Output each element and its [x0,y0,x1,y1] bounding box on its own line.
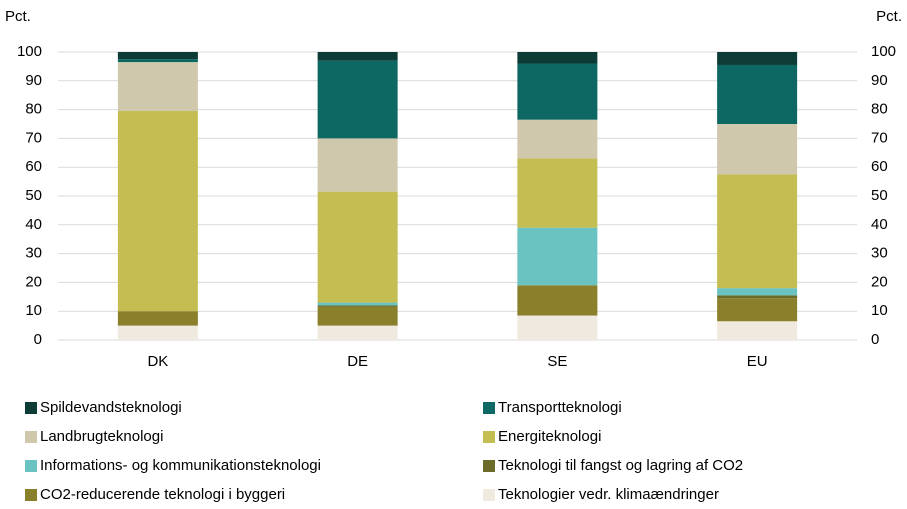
bar-segment [717,124,798,175]
legend-swatch [25,431,37,443]
bar-segment [717,64,798,124]
y2-tick-label: 90 [871,72,888,89]
legend-label: Teknologi til fangst og lagring af CO2 [498,457,743,474]
legend-label: Transportteknologi [498,399,622,416]
x-tick-label: SE [547,353,567,370]
y-tick-label: 30 [25,245,42,262]
y2-tick-label: 0 [871,331,879,348]
y-tick-label: 40 [25,216,42,233]
bar-segment [517,158,598,228]
bar-segment [717,288,798,296]
bar-segment [517,63,598,120]
y-axis-label: Pct. [5,8,31,25]
bar-segment [517,119,598,159]
legend-swatch [483,489,495,501]
y2-tick-label: 10 [871,302,888,319]
y2-tick-label: 100 [871,43,896,60]
bar-segment [317,138,398,192]
legend-swatch [483,402,495,414]
y-tick-label: 70 [25,129,42,146]
bar-segment [717,174,798,289]
y2-tick-label: 50 [871,187,888,204]
legend-swatch [483,431,495,443]
bar-segment [117,62,198,112]
y2-tick-label: 80 [871,101,888,118]
y-tick-label: 10 [25,302,42,319]
y-tick-label: 0 [34,331,42,348]
bar-segment [517,227,598,286]
legend-swatch [25,460,37,472]
legend-label: Energiteknologi [498,428,601,445]
bar-segment [317,191,398,303]
bar-segment [317,325,398,340]
y-tick-label: 20 [25,273,42,290]
bar-segment [317,60,398,139]
legend-label: Teknologier vedr. klimaændringer [498,486,719,503]
bar-segment [117,325,198,340]
y2-tick-label: 60 [871,158,888,175]
legend-swatch [25,489,37,501]
bar-segment [317,302,398,306]
y-tick-label: 80 [25,101,42,118]
bar-segment [117,111,198,312]
bar-segment [317,52,398,61]
bar-segment [717,321,798,340]
bar-segment [117,59,198,63]
x-tick-label: DK [147,353,168,370]
legend-label: Spildevandsteknologi [40,399,182,416]
x-tick-label: EU [747,353,768,370]
y2-tick-label: 20 [871,273,888,290]
bar-segment [717,298,798,322]
legend-swatch [25,402,37,414]
bar-segment [117,311,198,326]
legend-swatch [483,460,495,472]
bar-segment [317,306,398,326]
y2-tick-label: 70 [871,129,888,146]
legend-label: CO2-reducerende teknologi i byggeri [40,486,285,503]
y-tick-label: 50 [25,187,42,204]
y2-axis-label: Pct. [876,8,902,25]
legend-label: Informations- og kommunikationsteknologi [40,457,321,474]
y2-tick-label: 30 [871,245,888,262]
y2-tick-label: 40 [871,216,888,233]
bar-segment [517,52,598,64]
y-tick-label: 90 [25,72,42,89]
y-tick-label: 60 [25,158,42,175]
bar-segment [517,315,598,340]
bar-segment [517,285,598,316]
y-tick-label: 100 [17,43,42,60]
bar-segment [117,52,198,60]
x-tick-label: DE [347,353,368,370]
legend-label: Landbrugteknologi [40,428,163,445]
bar-segment [317,305,398,307]
bar-segment [717,295,798,299]
bar-segment [717,52,798,65]
